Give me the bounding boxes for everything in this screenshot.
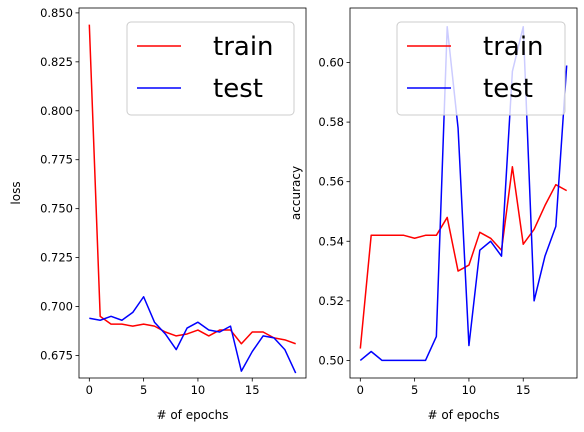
- legend-label-test: test: [213, 74, 263, 104]
- series-line-test: [359, 26, 568, 362]
- y-tick-label: 0.850: [40, 6, 73, 20]
- series-line-train: [359, 166, 568, 349]
- x-tick-label: 10: [191, 383, 206, 397]
- x-tick-label: 15: [245, 383, 260, 397]
- legend-label-test: test: [483, 74, 533, 104]
- x-tick-label: 0: [86, 383, 93, 397]
- y-tick-label: 0.675: [40, 348, 73, 362]
- axes-frame: [349, 7, 578, 379]
- x-tick-label: 5: [411, 383, 418, 397]
- x-tick-label: 10: [462, 383, 477, 397]
- chart-2: 0 5 10 15 0.50 0.52 0.54 0.56 0.58 0.60 # of epoch…: [289, 7, 578, 422]
- y-tick-label: 0.750: [40, 202, 73, 216]
- x-tick-label: 15: [516, 383, 531, 397]
- legend-label-train: train: [213, 32, 274, 62]
- y-tick-label: 0.825: [40, 55, 73, 69]
- axes-frame: [78, 7, 307, 379]
- y-tick-label: 0.54: [318, 234, 344, 248]
- y-tick-label: 0.725: [40, 251, 73, 265]
- y-tick-label: 0.700: [40, 300, 73, 314]
- x-tick-label: 5: [140, 383, 147, 397]
- y-axis-label: loss: [9, 181, 23, 204]
- chart-1: 0 5 10 15 0.675 0.700 0.725 0.750 0.775 0.800 0.82…: [9, 6, 307, 422]
- y-tick-label: 0.52: [318, 294, 344, 308]
- series-line-test: [89, 296, 297, 374]
- y-tick-label: 0.56: [318, 175, 344, 189]
- y-tick-label: 0.58: [318, 115, 344, 129]
- series-line-train: [88, 24, 296, 345]
- y-tick-label: 0.60: [318, 56, 344, 70]
- x-axis-label: # of epochs: [156, 408, 228, 422]
- y-tick-label: 0.800: [40, 104, 73, 118]
- x-axis-label: # of epochs: [427, 408, 499, 422]
- y-tick-label: 0.50: [318, 353, 344, 367]
- y-axis-label: accuracy: [289, 166, 303, 220]
- legend-label-train: train: [483, 32, 544, 62]
- x-tick-label: 0: [357, 383, 364, 397]
- y-tick-label: 0.775: [40, 153, 73, 167]
